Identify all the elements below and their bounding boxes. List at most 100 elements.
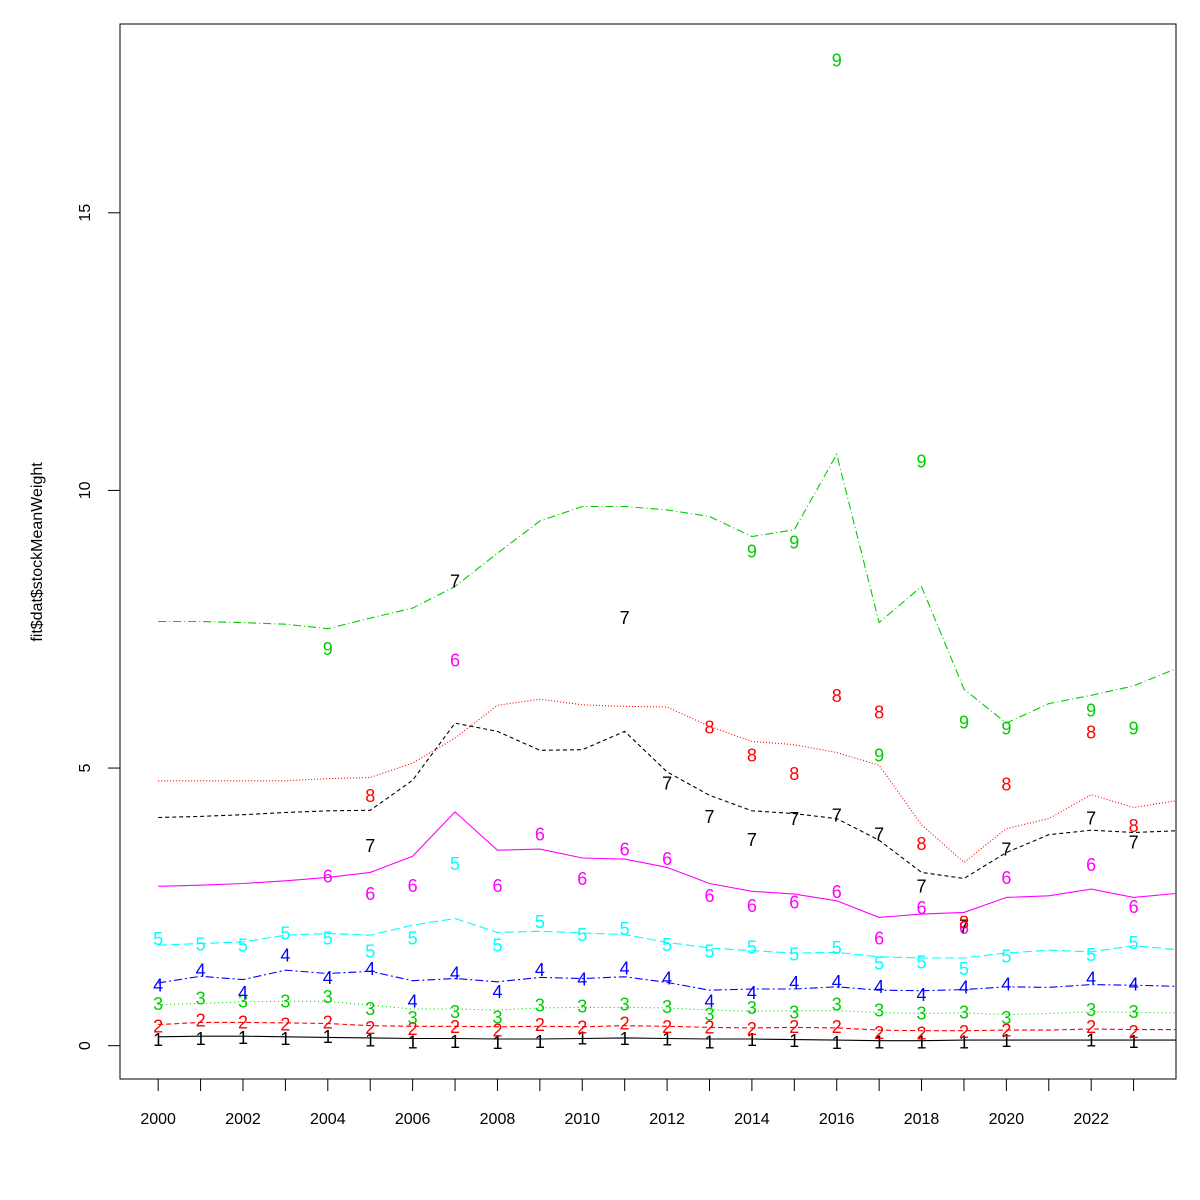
observation-point-1: 1 <box>832 1033 842 1053</box>
observation-point-5: 5 <box>747 937 757 957</box>
observation-point-6: 6 <box>704 886 714 906</box>
observation-point-8: 8 <box>874 703 884 723</box>
observation-point-3: 3 <box>450 1002 460 1022</box>
observation-point-2: 2 <box>450 1017 460 1037</box>
x-tick-label: 2004 <box>310 1111 346 1128</box>
observation-point-1: 1 <box>874 1032 884 1052</box>
observation-point-4: 4 <box>1001 975 1011 995</box>
observation-point-4: 4 <box>620 959 630 979</box>
observation-point-1: 1 <box>535 1032 545 1052</box>
series-line-4 <box>158 969 1176 992</box>
x-tick-label: 2000 <box>140 1111 176 1128</box>
observation-point-2: 2 <box>577 1017 587 1037</box>
observation-point-3: 3 <box>959 1002 969 1022</box>
observation-point-5: 5 <box>1001 946 1011 966</box>
observation-point-7: 7 <box>662 774 672 794</box>
observation-point-9: 9 <box>789 533 799 553</box>
observation-point-2: 2 <box>365 1018 375 1038</box>
observation-point-1: 1 <box>789 1031 799 1051</box>
observation-point-4: 4 <box>747 983 757 1003</box>
observation-point-6: 6 <box>408 876 418 896</box>
observation-point-3: 3 <box>917 1003 927 1023</box>
observation-point-2: 2 <box>917 1023 927 1043</box>
observation-point-5: 5 <box>832 938 842 958</box>
x-tick-label: 2008 <box>480 1111 516 1128</box>
observation-point-8: 8 <box>365 786 375 806</box>
y-tick-label: 10 <box>77 481 94 499</box>
observation-point-6: 6 <box>1086 855 1096 875</box>
x-tick-label: 2022 <box>1073 1111 1109 1128</box>
x-tick-label: 2014 <box>734 1111 770 1128</box>
series-line-3 <box>158 1000 1176 1016</box>
series-observations: 1 1 1 1 1 1 1 1 1 1 1 1 1 1 1 1 1 1 1 1 1 1 12 2 2 2 2 2 2 2 2 2 2 2 2 2 2 2 2… <box>153 51 1138 1053</box>
observation-point-3: 3 <box>323 987 333 1007</box>
observation-point-1: 1 <box>323 1027 333 1047</box>
observation-point-6: 6 <box>323 866 333 886</box>
observation-point-1: 1 <box>917 1032 927 1052</box>
series-line-5 <box>158 917 1176 959</box>
x-axis: 2000 2002 2004 2006 2008 2010 2012 2014 2016 2018… <box>140 1078 1135 1128</box>
series-line-1 <box>158 1035 1176 1042</box>
observation-point-2: 2 <box>747 1019 757 1039</box>
observation-point-7: 7 <box>832 805 842 825</box>
observation-point-9: 9 <box>747 542 757 562</box>
observation-point-5: 5 <box>874 954 884 974</box>
observation-point-6: 6 <box>365 884 375 904</box>
observation-point-5: 5 <box>408 929 418 949</box>
observation-point-2: 2 <box>492 1021 502 1041</box>
observation-point-5: 5 <box>1086 945 1096 965</box>
observation-point-8: 8 <box>704 718 714 738</box>
observation-point-2: 2 <box>1086 1017 1096 1037</box>
observation-point-6: 6 <box>747 896 757 916</box>
x-tick-label: 2002 <box>225 1111 261 1128</box>
observation-point-4: 4 <box>874 977 884 997</box>
observation-point-3: 3 <box>365 999 375 1019</box>
observation-point-5: 5 <box>917 952 927 972</box>
y-axis: 0 5 10 15 <box>77 204 121 1050</box>
observation-point-2: 2 <box>408 1019 418 1039</box>
observation-point-5: 5 <box>662 935 672 955</box>
series-line-7 <box>158 722 1176 880</box>
observation-point-6: 6 <box>789 892 799 912</box>
observation-point-2: 2 <box>1001 1021 1011 1041</box>
observation-point-4: 4 <box>323 968 333 988</box>
observation-point-8: 8 <box>959 912 969 932</box>
y-tick-label: 5 <box>77 764 94 773</box>
observation-point-2: 2 <box>959 1022 969 1042</box>
series-line-2 <box>158 1021 1176 1032</box>
observation-point-5: 5 <box>153 929 163 949</box>
observation-point-3: 3 <box>577 996 587 1016</box>
observation-point-3: 3 <box>280 991 290 1011</box>
observation-point-6: 6 <box>577 869 587 889</box>
y-tick-label: 15 <box>77 204 94 222</box>
observation-point-6: 6 <box>874 929 884 949</box>
observation-point-2: 2 <box>238 1012 248 1032</box>
observation-point-2: 2 <box>153 1016 163 1036</box>
observation-point-3: 3 <box>874 1001 884 1021</box>
observation-point-1: 1 <box>747 1030 757 1050</box>
observation-point-4: 4 <box>280 946 290 966</box>
observation-point-3: 3 <box>408 1008 418 1028</box>
observation-point-7: 7 <box>620 608 630 628</box>
observation-point-5: 5 <box>620 919 630 939</box>
observation-point-2: 2 <box>832 1017 842 1037</box>
observation-point-6: 6 <box>450 650 460 670</box>
x-tick-label: 2016 <box>819 1111 855 1128</box>
observation-point-8: 8 <box>1129 816 1139 836</box>
observation-point-6: 6 <box>1001 868 1011 888</box>
observation-point-5: 5 <box>238 936 248 956</box>
plot-frame <box>119 23 1177 1080</box>
observation-point-3: 3 <box>832 995 842 1015</box>
observation-point-8: 8 <box>832 686 842 706</box>
observation-point-3: 3 <box>153 994 163 1014</box>
observation-point-3: 3 <box>662 997 672 1017</box>
observation-point-1: 1 <box>492 1033 502 1053</box>
observation-point-1: 1 <box>577 1028 587 1048</box>
observation-point-8: 8 <box>789 764 799 784</box>
observation-point-7: 7 <box>1001 840 1011 860</box>
observation-point-5: 5 <box>196 935 206 955</box>
observation-point-5: 5 <box>577 925 587 945</box>
observation-point-3: 3 <box>620 995 630 1015</box>
observation-point-1: 1 <box>238 1028 248 1048</box>
observation-point-2: 2 <box>1129 1022 1139 1042</box>
